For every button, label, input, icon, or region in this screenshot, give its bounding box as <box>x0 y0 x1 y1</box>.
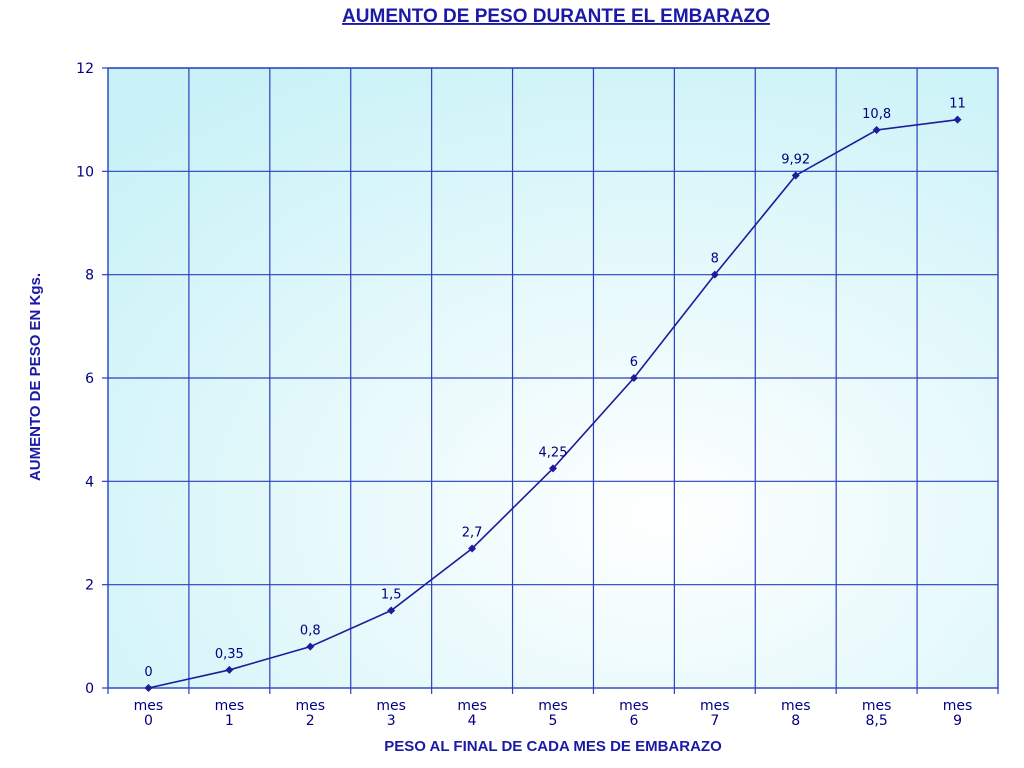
data-label: 9,92 <box>781 152 810 167</box>
data-label: 6 <box>630 355 638 370</box>
data-label: 0,35 <box>215 647 244 662</box>
x-tick-label: mes 8 <box>781 698 811 729</box>
x-tick-labels: mes 0 mes 1 mes 2 mes 3 mes 4 mes 5 mes 6 mes 7 mes 8 mes 8… <box>134 698 973 729</box>
data-label: 8 <box>711 252 719 267</box>
x-tick-label: mes 9 <box>943 698 973 729</box>
x-tick-label: mes 1 <box>215 698 245 729</box>
data-point <box>629 374 638 382</box>
x-tick-label: mes 2 <box>295 698 325 729</box>
data-point <box>710 270 719 279</box>
data-point <box>791 171 800 180</box>
data-point <box>306 642 315 651</box>
data-point <box>468 544 477 553</box>
y-tick-label: 10 <box>76 164 94 180</box>
y-tick-label: 2 <box>85 578 94 594</box>
data-label: 2,7 <box>462 526 483 541</box>
data-point <box>549 464 557 473</box>
data-label: 1,5 <box>381 588 402 603</box>
x-tick-label: mes 0 <box>134 698 164 729</box>
data-label: 11 <box>949 97 966 112</box>
y-axis-title: AUMENTO DE PESO EN Kgs. <box>27 273 44 481</box>
y-tick-labels: 0 2 4 6 8 10 12 <box>76 61 94 697</box>
data-point <box>953 115 962 124</box>
x-tick-label: mes 8,5 <box>862 698 892 729</box>
data-point <box>872 126 881 134</box>
plot-border <box>107 67 999 689</box>
data-point <box>144 684 153 692</box>
y-tick-label: 6 <box>85 371 94 387</box>
series-weight-gain <box>144 115 962 692</box>
data-labels: 0 0,35 0,8 1,5 2,7 4,25 6 8 9,92 10,8 11 <box>144 97 966 680</box>
x-tick-label: mes 4 <box>457 698 487 729</box>
data-label: 4,25 <box>539 445 568 460</box>
y-tick-label: 12 <box>76 61 94 77</box>
y-tick-label: 4 <box>85 474 94 490</box>
data-point <box>225 665 234 674</box>
x-tick-label: mes 6 <box>619 698 649 729</box>
x-tick-label: mes 5 <box>538 698 568 729</box>
grid-lines <box>108 67 998 688</box>
axes <box>102 67 999 694</box>
x-tick-label: mes 3 <box>376 698 406 729</box>
y-tick-label: 0 <box>85 681 94 697</box>
data-point <box>387 606 396 615</box>
data-label: 10,8 <box>862 107 891 122</box>
y-tick-label: 8 <box>85 268 94 284</box>
chart-title: AUMENTO DE PESO DURANTE EL EMBARAZO <box>342 6 770 27</box>
x-tick-label: mes 7 <box>700 698 730 729</box>
data-label: 0,8 <box>300 624 321 639</box>
x-axis-title: PESO AL FINAL DE CADA MES DE EMBARAZO <box>384 738 722 755</box>
data-label: 0 <box>144 665 152 680</box>
